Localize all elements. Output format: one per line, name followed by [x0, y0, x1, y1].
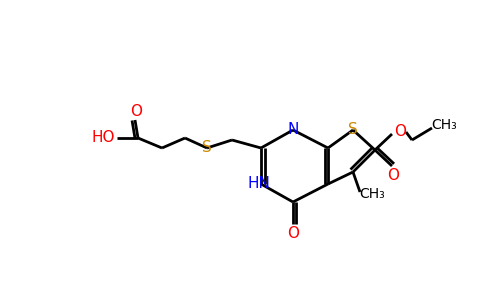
Text: N: N	[287, 122, 299, 137]
Text: O: O	[387, 167, 399, 182]
Text: HN: HN	[247, 176, 271, 191]
Text: S: S	[348, 122, 358, 136]
Text: HO: HO	[91, 130, 115, 146]
Text: O: O	[394, 124, 406, 140]
Text: CH₃: CH₃	[359, 187, 385, 201]
Text: S: S	[202, 140, 212, 155]
Text: O: O	[130, 103, 142, 118]
Text: CH₃: CH₃	[431, 118, 457, 132]
Text: O: O	[287, 226, 299, 241]
